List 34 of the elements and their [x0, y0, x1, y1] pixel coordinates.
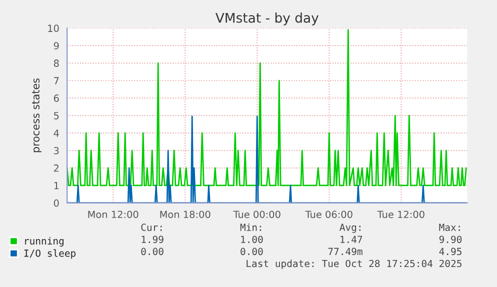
- text: Avg:: [340, 224, 360, 233]
- x-tick-label: Tue 00:00: [233, 210, 280, 218]
- text: 0.00: [141, 248, 164, 256]
- legend-label: I/O sleep: [24, 249, 76, 259]
- text: 1.47: [340, 236, 362, 243]
- line-series: [67, 29, 467, 186]
- y-tick-label: 4: [54, 130, 59, 137]
- y-tick-label: 5: [54, 112, 59, 120]
- y-tick-label: 8: [54, 60, 59, 67]
- y-tick-label: 3: [54, 146, 59, 154]
- text: 77.49m: [328, 248, 362, 256]
- text: Min:: [240, 223, 262, 231]
- y-axis-title: process states: [32, 78, 42, 152]
- text: 1.99: [142, 236, 164, 244]
- x-tick-label: Mon 12:00: [88, 210, 138, 218]
- legend-label: running: [25, 237, 64, 247]
- y-tick-label: 9: [54, 42, 59, 50]
- x-tick-label: Tue 06:00: [305, 210, 352, 218]
- text: Max:: [439, 224, 460, 232]
- y-tick-label: 10: [48, 24, 59, 32]
- y-tick-label: 2: [54, 164, 58, 172]
- text: 9.90: [439, 236, 462, 244]
- x-tick-label: Tue 12:00: [377, 210, 424, 218]
- x-tick-label: Mon 18:00: [160, 210, 210, 218]
- y-tick-label: 6: [54, 94, 59, 102]
- text: 1.00: [241, 236, 263, 244]
- text: 4.95: [439, 248, 462, 256]
- text: Last update: Tue Oct 28 17:25:04 2025: [246, 260, 462, 270]
- y-tick-label: 1: [54, 182, 59, 190]
- text: 0.00: [240, 248, 263, 256]
- y-tick-label: 0: [54, 199, 59, 207]
- text: Cur:: [141, 224, 162, 232]
- chart-title: VMstat - by day: [215, 12, 318, 26]
- y-tick-label: 7: [54, 77, 59, 84]
